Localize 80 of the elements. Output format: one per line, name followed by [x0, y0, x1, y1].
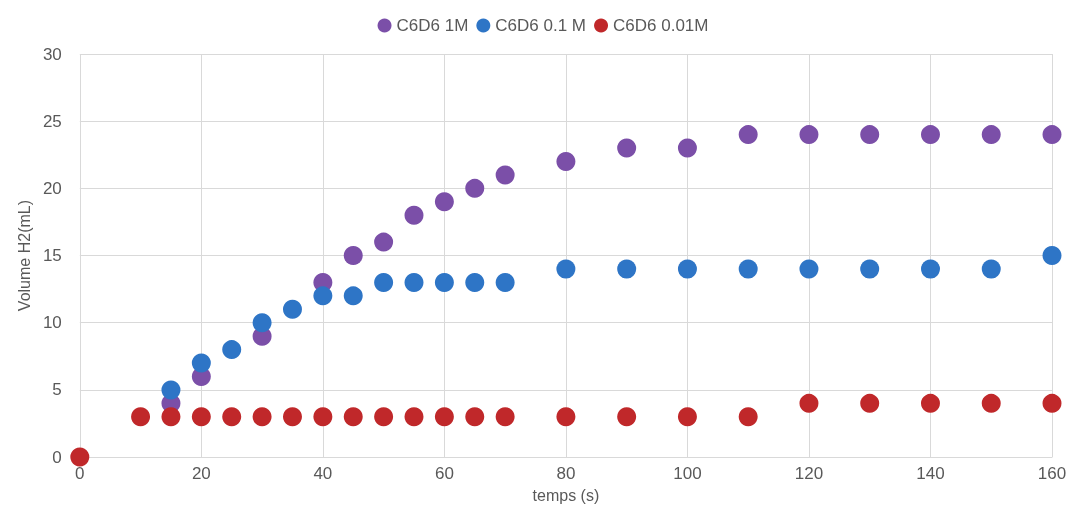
point [799, 393, 819, 413]
y-tick-label: 15 [42, 246, 62, 266]
point [374, 232, 394, 252]
point [799, 259, 819, 279]
point [1042, 246, 1062, 266]
point [465, 272, 485, 292]
y-tick-label: 20 [42, 178, 62, 198]
x-tick-label: 60 [434, 464, 454, 484]
point [617, 407, 637, 427]
point [252, 407, 272, 427]
point [1042, 393, 1062, 413]
point [313, 286, 333, 306]
x-tick-label: 160 [1037, 464, 1067, 484]
point [556, 259, 576, 279]
point [981, 125, 1001, 145]
point [981, 259, 1001, 279]
point [161, 380, 181, 400]
y-tick-label: 5 [52, 380, 62, 400]
point [434, 192, 454, 212]
point [161, 407, 181, 427]
y-tick-label: 30 [42, 44, 62, 64]
x-tick-label: 120 [794, 464, 824, 484]
point [404, 272, 424, 292]
point [283, 407, 302, 427]
point [131, 407, 151, 427]
point [465, 407, 485, 427]
point [343, 286, 363, 306]
point [495, 272, 515, 292]
point [404, 205, 424, 225]
x-tick-label: 0 [75, 464, 85, 484]
point [981, 393, 1001, 413]
point [404, 407, 424, 427]
legend-label: C6D6 0.01M [613, 16, 709, 35]
point [921, 125, 940, 145]
point [738, 407, 758, 427]
y-tick-label: 0 [52, 447, 62, 467]
x-tick-label: 80 [556, 464, 576, 484]
point [374, 407, 394, 427]
y-tick-label: 10 [42, 313, 62, 333]
point [343, 246, 363, 266]
point [191, 407, 211, 427]
x-tick-label: 100 [673, 464, 702, 484]
point [677, 138, 697, 158]
point [799, 125, 819, 145]
point [1042, 125, 1062, 145]
point [921, 259, 940, 279]
legend-label: C6D6 0.1 M [495, 16, 587, 35]
point [556, 152, 576, 171]
point [617, 259, 637, 279]
point [556, 407, 576, 427]
point [434, 272, 454, 292]
point [495, 165, 515, 185]
point [495, 407, 515, 427]
point [434, 407, 454, 427]
point [283, 299, 302, 319]
point [738, 125, 758, 145]
point [921, 393, 940, 413]
x-axis-title: temps (s) [532, 486, 600, 504]
point [465, 178, 485, 198]
x-tick-label: 20 [191, 464, 211, 484]
point [677, 407, 697, 427]
point [617, 138, 637, 158]
point [860, 125, 880, 145]
point [222, 407, 242, 427]
x-tick-label: 140 [916, 464, 945, 484]
point [252, 313, 272, 333]
point [374, 272, 394, 292]
legend-label: C6D6 1M [396, 16, 469, 35]
y-tick-label: 25 [42, 111, 62, 131]
x-tick-label: 40 [313, 464, 333, 484]
point [860, 393, 880, 413]
point [343, 407, 363, 427]
point [222, 340, 242, 360]
point [677, 259, 697, 279]
point [738, 259, 758, 279]
point [70, 447, 90, 467]
point [860, 259, 880, 279]
point [191, 353, 211, 373]
y-axis-title: Volume H2(mL) [15, 199, 33, 312]
point [313, 407, 333, 427]
